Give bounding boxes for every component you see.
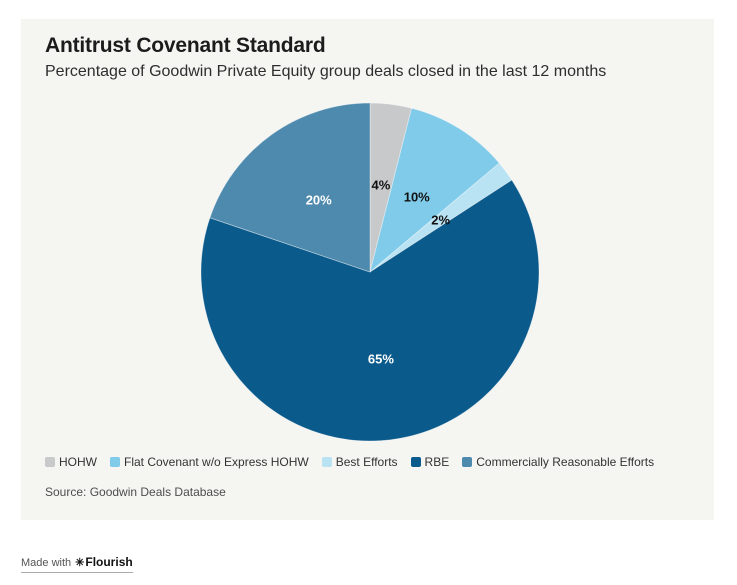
pie-slice-best-efforts[interactable] xyxy=(369,162,513,273)
made-with-label: Made with xyxy=(21,557,72,569)
source-note: Source: Goodwin Deals Database xyxy=(45,485,226,499)
legend-swatch-commercially-reasonable-efforts xyxy=(462,457,473,467)
legend-swatch-best-efforts xyxy=(321,457,332,467)
legend-item-rbe[interactable]: RBE xyxy=(410,455,450,469)
chart-subtitle: Percentage of Goodwin Private Equity gro… xyxy=(45,63,607,80)
flourish-asterisk-icon: ✳ xyxy=(75,557,85,569)
legend-label-best-efforts: Best Efforts xyxy=(335,455,398,469)
legend-label-commercially-reasonable-efforts: Commercially Reasonable Efforts xyxy=(476,455,655,469)
legend-label-rbe: RBE xyxy=(424,455,450,469)
chart-title: Antitrust Covenant Standard xyxy=(45,34,326,57)
flourish-credit[interactable]: Made with ✳Flourish xyxy=(21,555,133,573)
flourish-brand-name: Flourish xyxy=(85,555,133,569)
pie-slice-hohw[interactable] xyxy=(369,102,412,273)
legend-label-flat-covenant-w-o-express-hohw: Flat Covenant w/o Express HOHW xyxy=(124,455,309,469)
pie-slice-flat-covenant-w-o-express-hohw[interactable] xyxy=(369,107,500,273)
chart-card: Antitrust Covenant Standard Percentage o… xyxy=(21,19,714,520)
pie-slice-commercially-reasonable-efforts[interactable] xyxy=(209,102,371,273)
pie-chart-svg xyxy=(200,102,540,442)
legend: HOHW Flat Covenant w/o Express HOHW Best E… xyxy=(45,455,654,469)
legend-swatch-flat-covenant-w-o-express-hohw xyxy=(110,457,120,467)
legend-item-hohw[interactable]: HOHW xyxy=(45,455,97,469)
pie-slice-rbe[interactable] xyxy=(200,179,540,442)
legend-swatch-rbe xyxy=(410,457,421,467)
legend-item-commercially-reasonable-efforts[interactable]: Commercially Reasonable Efforts xyxy=(462,455,654,469)
pie-chart: 4% 10% 2% 65% 20% xyxy=(200,102,540,442)
flourish-brand: ✳Flourish xyxy=(75,555,133,569)
legend-item-best-efforts[interactable]: Best Efforts xyxy=(321,455,398,469)
legend-label-hohw: HOHW xyxy=(59,455,97,469)
legend-swatch-hohw xyxy=(45,457,55,467)
legend-item-flat-covenant-w-o-express-hohw[interactable]: Flat Covenant w/o Express HOHW xyxy=(110,455,309,469)
